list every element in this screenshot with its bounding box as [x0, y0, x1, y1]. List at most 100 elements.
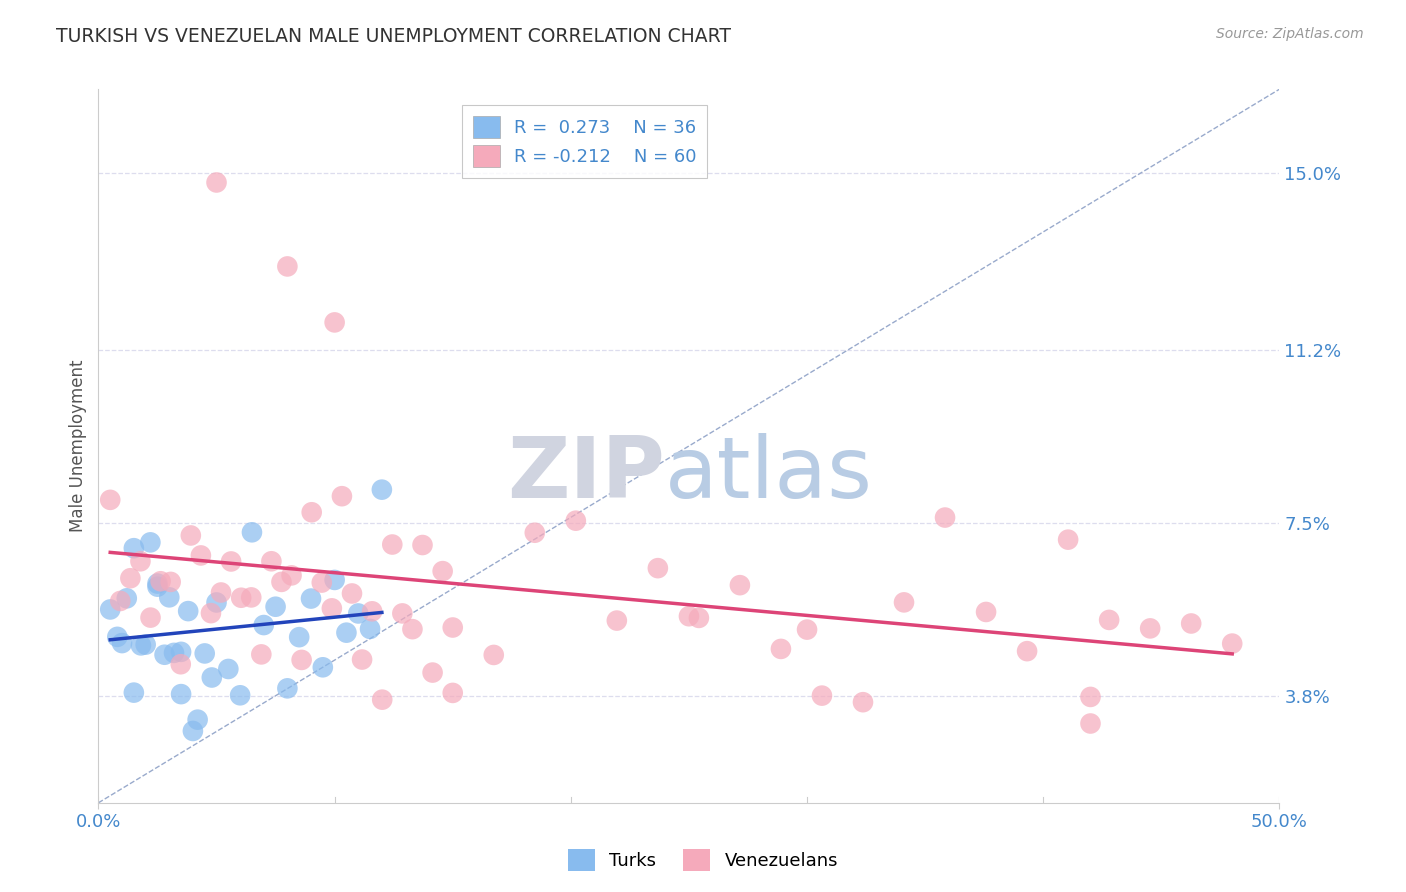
Point — [170, 645, 193, 659]
Point — [229, 688, 252, 702]
Point — [276, 681, 298, 696]
Point — [177, 604, 200, 618]
Point — [250, 648, 273, 662]
Point — [381, 537, 404, 551]
Point — [264, 599, 287, 614]
Point — [359, 622, 381, 636]
Text: TURKISH VS VENEZUELAN MALE UNEMPLOYMENT CORRELATION CHART: TURKISH VS VENEZUELAN MALE UNEMPLOYMENT … — [56, 27, 731, 45]
Point — [323, 573, 346, 587]
Point — [276, 260, 298, 274]
Point — [260, 554, 283, 568]
Point — [811, 689, 834, 703]
Point — [1220, 637, 1243, 651]
Text: ZIP: ZIP — [508, 433, 665, 516]
Point — [688, 611, 710, 625]
Point — [153, 648, 176, 662]
Point — [678, 609, 700, 624]
Point — [122, 685, 145, 699]
Point — [120, 571, 142, 585]
Point — [159, 574, 181, 589]
Point — [170, 687, 193, 701]
Point — [187, 713, 209, 727]
Point — [288, 630, 311, 644]
Point — [270, 574, 292, 589]
Text: Source: ZipAtlas.com: Source: ZipAtlas.com — [1216, 27, 1364, 41]
Point — [312, 660, 335, 674]
Point — [852, 695, 875, 709]
Point — [311, 575, 333, 590]
Point — [111, 636, 134, 650]
Point — [796, 623, 818, 637]
Point — [301, 505, 323, 519]
Point — [194, 647, 217, 661]
Point — [523, 525, 546, 540]
Point — [1017, 644, 1039, 658]
Point — [1139, 621, 1161, 635]
Point — [371, 692, 394, 706]
Point — [330, 489, 353, 503]
Point — [371, 483, 394, 497]
Point — [647, 561, 669, 575]
Legend: Turks, Venezuelans: Turks, Venezuelans — [561, 842, 845, 879]
Point — [135, 638, 157, 652]
Point — [934, 510, 956, 524]
Point — [129, 554, 152, 568]
Point — [728, 578, 751, 592]
Point — [1098, 613, 1121, 627]
Point — [110, 594, 132, 608]
Point — [146, 576, 169, 591]
Point — [352, 652, 374, 666]
Point — [441, 686, 464, 700]
Point — [347, 607, 370, 621]
Legend: R =  0.273    N = 36, R = -0.212    N = 60: R = 0.273 N = 36, R = -0.212 N = 60 — [461, 105, 707, 178]
Point — [231, 591, 253, 605]
Point — [323, 315, 346, 329]
Point — [606, 614, 628, 628]
Point — [98, 492, 121, 507]
Point — [974, 605, 997, 619]
Point — [201, 671, 224, 685]
Point — [299, 591, 322, 606]
Point — [253, 618, 276, 632]
Point — [139, 610, 162, 624]
Point — [209, 585, 232, 599]
Point — [170, 657, 193, 672]
Y-axis label: Male Unemployment: Male Unemployment — [69, 359, 87, 533]
Point — [105, 630, 128, 644]
Point — [139, 535, 162, 549]
Point — [412, 538, 434, 552]
Point — [401, 622, 423, 636]
Point — [149, 574, 172, 589]
Point — [129, 639, 152, 653]
Point — [340, 586, 363, 600]
Point — [240, 591, 263, 605]
Point — [205, 595, 228, 609]
Point — [1080, 716, 1102, 731]
Point — [482, 648, 505, 662]
Point — [321, 601, 343, 615]
Point — [163, 646, 186, 660]
Point — [146, 580, 169, 594]
Point — [422, 665, 444, 680]
Point — [115, 591, 138, 606]
Point — [1080, 690, 1102, 704]
Point — [769, 641, 792, 656]
Point — [1180, 616, 1202, 631]
Point — [240, 525, 263, 540]
Point — [200, 606, 222, 620]
Point — [157, 591, 180, 605]
Point — [432, 564, 454, 578]
Point — [391, 607, 413, 621]
Point — [190, 549, 212, 563]
Point — [1057, 533, 1080, 547]
Point — [280, 568, 302, 582]
Point — [291, 653, 314, 667]
Point — [441, 620, 464, 634]
Point — [217, 662, 239, 676]
Point — [122, 541, 145, 556]
Point — [180, 528, 202, 542]
Point — [181, 723, 204, 738]
Point — [205, 176, 228, 190]
Point — [361, 604, 384, 618]
Point — [98, 602, 121, 616]
